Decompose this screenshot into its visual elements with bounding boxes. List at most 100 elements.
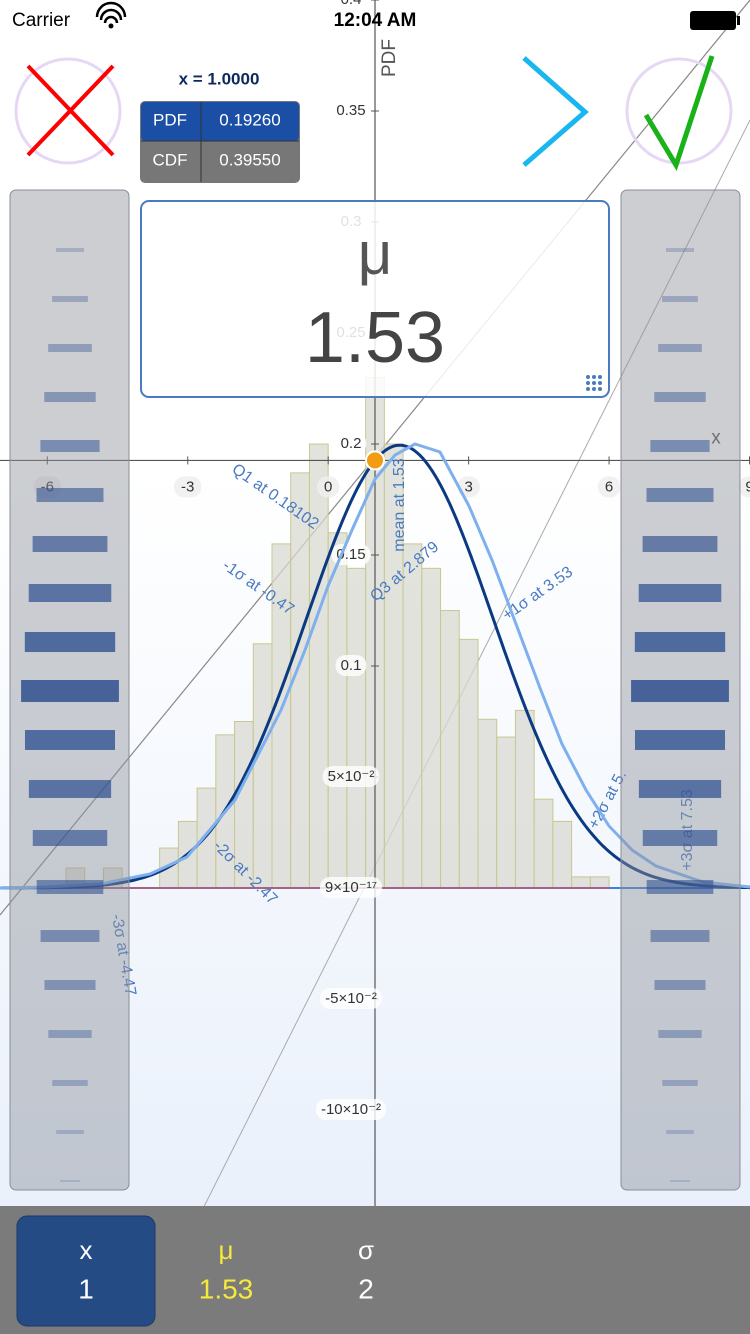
ruler-stripe	[631, 680, 729, 702]
histogram-bar	[252, 643, 273, 889]
tick-label-bg	[322, 765, 380, 787]
ruler-stripe	[666, 248, 694, 252]
histogram-bar	[440, 610, 460, 889]
annotation: mean at 1.53	[391, 458, 408, 552]
histogram-bar	[571, 876, 591, 889]
cancel-button[interactable]	[14, 57, 122, 165]
ruler-stripe	[638, 780, 722, 798]
ruler-stripe	[646, 487, 714, 503]
ruler-stripe	[658, 343, 702, 353]
x-tick-label: -3	[181, 478, 194, 495]
ruler-stripe	[56, 1130, 84, 1134]
annotation: +3σ at 7.53	[679, 789, 696, 871]
ruler-stripe	[638, 583, 722, 603]
fitted-curve	[0, 442, 750, 890]
ruler-stripe	[56, 248, 84, 252]
param-value[interactable]: 1	[78, 1273, 94, 1304]
y-tick-label: 0.2	[341, 435, 362, 452]
tick-label-bg	[331, 543, 371, 565]
x-tick-label: 9	[745, 478, 750, 495]
y-tick-label: 9×10⁻¹⁷	[325, 879, 377, 896]
ruler-stripe	[36, 487, 104, 503]
wifi-icon	[108, 23, 114, 29]
ruler-stripe	[52, 295, 88, 303]
param-name[interactable]: σ	[358, 1235, 374, 1265]
tick-label-bg	[597, 476, 621, 498]
ruler-stripe	[642, 535, 718, 553]
y-tick-label: 0.1	[341, 657, 362, 674]
histogram-bar	[402, 543, 423, 889]
tick-label-bg	[331, 99, 371, 121]
ruler-stripe	[650, 930, 710, 942]
tick-label-bg	[738, 476, 750, 498]
ruler-stripe	[32, 535, 108, 553]
selected-param[interactable]	[16, 1215, 156, 1327]
ruler-stripe	[634, 631, 726, 653]
tick-label-bg	[319, 876, 383, 898]
ruler-stripe	[44, 980, 96, 990]
ruler-stripe	[646, 880, 714, 894]
ruler-stripe	[40, 439, 100, 453]
tick-label-bg	[335, 0, 367, 10]
histogram-bar	[308, 443, 329, 889]
histogram-bar	[458, 638, 479, 889]
ruler-stripe	[48, 1030, 92, 1038]
y-tick-label: 0.4	[341, 0, 362, 8]
ruler-stripe	[60, 1180, 80, 1182]
y-tick-label: -5×10⁻²	[325, 990, 377, 1007]
histogram-bar	[346, 567, 367, 889]
param-value[interactable]: 1.53	[199, 1273, 254, 1304]
histogram-bar	[496, 736, 516, 889]
ruler-stripe	[650, 439, 710, 453]
parameter-value: 1.53	[305, 298, 445, 378]
ruler-stripe	[40, 930, 100, 942]
histogram-bar	[421, 567, 442, 889]
ruler-stripe	[654, 980, 706, 990]
tick-label-bg	[335, 432, 367, 454]
ruler-stripe	[658, 1030, 702, 1038]
y-axis-label: PDF	[379, 39, 400, 77]
cursor-x: x = 1.0000	[179, 69, 260, 88]
ruler-stripe	[670, 1180, 690, 1182]
ruler-stripe	[48, 343, 92, 353]
play-button[interactable]	[522, 56, 589, 167]
ruler-stripe	[28, 780, 112, 798]
histogram-bar	[533, 798, 554, 889]
rulers	[9, 189, 741, 1191]
tick-label-bg	[315, 1098, 387, 1120]
tick-label-bg	[174, 476, 202, 498]
carrier: Carrier	[12, 10, 71, 31]
param-name[interactable]: x	[80, 1235, 93, 1265]
battery-icon	[737, 16, 740, 25]
pdf-row	[141, 102, 299, 141]
param-name[interactable]: μ	[219, 1235, 234, 1265]
x-tick-label: 6	[605, 478, 613, 495]
confirm-button[interactable]	[625, 55, 733, 171]
grip-icon	[586, 375, 602, 391]
tick-label-bg	[335, 654, 367, 676]
ruler-stripe	[24, 631, 116, 653]
ruler-stripe	[662, 295, 698, 303]
table-cell: PDF	[153, 110, 187, 129]
parameter-box[interactable]	[140, 200, 610, 398]
histogram-bar	[477, 718, 498, 889]
histogram-bar	[589, 876, 610, 889]
y-tick-label: -10×10⁻²	[321, 1101, 381, 1118]
readout-table: PDF 0.19260 CDF 0.39550	[140, 101, 300, 183]
param-value[interactable]: 2	[358, 1273, 374, 1304]
tick-label-bg	[320, 987, 382, 1009]
ruler-stripe	[52, 1080, 88, 1086]
clock: 12:04 AM	[334, 10, 417, 31]
cursor-point	[365, 450, 385, 471]
ruler-stripe	[44, 391, 96, 403]
ruler-stripe	[24, 730, 116, 750]
ruler-stripe	[32, 830, 108, 846]
ruler-stripe	[654, 391, 706, 403]
table-cell: 0.19260	[219, 110, 280, 129]
ruler-stripe	[21, 680, 119, 702]
ruler-stripe	[28, 583, 112, 603]
ruler-stripe	[666, 1130, 694, 1134]
histogram-bar	[327, 532, 348, 889]
ruler-stripe	[662, 1080, 698, 1086]
